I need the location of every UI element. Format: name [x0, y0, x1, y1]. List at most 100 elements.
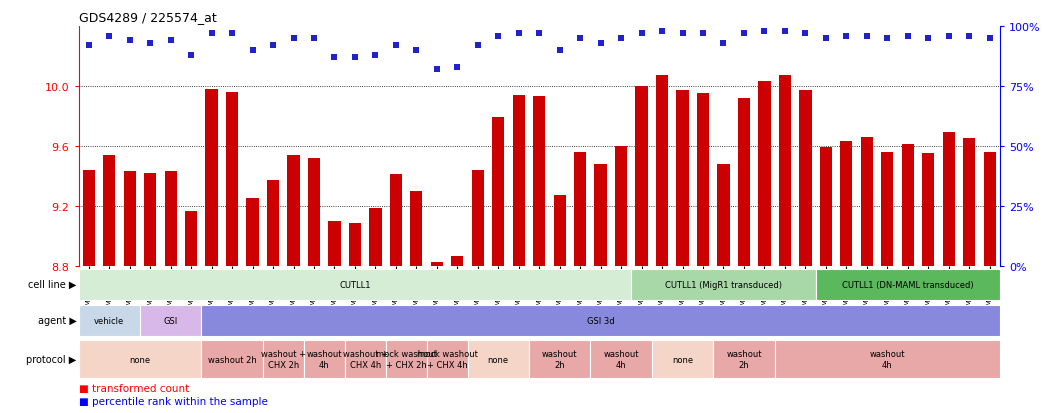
Bar — [492, 118, 505, 266]
Bar — [426, 340, 468, 378]
Point — [203, 31, 220, 37]
Bar — [83, 171, 95, 266]
Text: agent ▶: agent ▶ — [38, 316, 76, 325]
Bar — [304, 340, 344, 378]
Bar — [164, 172, 177, 266]
Bar — [615, 147, 627, 266]
Bar — [775, 340, 1000, 378]
Text: protocol ▶: protocol ▶ — [26, 354, 76, 364]
Text: CUTLL1 (MigR1 transduced): CUTLL1 (MigR1 transduced) — [665, 280, 782, 289]
Point — [694, 31, 711, 37]
Bar — [451, 256, 464, 266]
Bar — [533, 97, 545, 266]
Bar — [636, 87, 648, 266]
Point — [101, 33, 117, 40]
Bar — [124, 172, 136, 266]
Point — [81, 43, 97, 49]
Point — [572, 36, 588, 42]
Point — [265, 43, 282, 49]
Point — [878, 36, 895, 42]
Point — [326, 55, 342, 61]
Point — [121, 38, 138, 45]
Bar — [267, 181, 280, 266]
Point — [920, 36, 937, 42]
Text: none: none — [672, 355, 693, 364]
Bar — [554, 196, 565, 266]
Bar — [201, 340, 263, 378]
Bar — [103, 156, 115, 266]
Bar — [287, 156, 299, 266]
Point — [736, 31, 753, 37]
Point — [428, 66, 445, 73]
Text: washout
4h: washout 4h — [869, 350, 905, 369]
Bar — [79, 269, 631, 300]
Bar — [79, 340, 201, 378]
Bar — [697, 94, 709, 266]
Point — [141, 40, 158, 47]
Bar — [410, 192, 423, 266]
Text: washout
4h: washout 4h — [307, 350, 342, 369]
Text: ■ transformed count: ■ transformed count — [79, 383, 188, 393]
Point — [490, 33, 507, 40]
Point — [306, 36, 322, 42]
Bar — [861, 138, 873, 266]
Bar — [942, 133, 955, 266]
Bar — [882, 153, 893, 266]
Bar — [840, 142, 852, 266]
Bar — [816, 269, 1000, 300]
Text: vehicle: vehicle — [94, 316, 125, 325]
Bar — [329, 221, 340, 266]
Bar — [344, 340, 385, 378]
Bar — [529, 340, 591, 378]
Point — [162, 38, 179, 45]
Bar — [631, 269, 816, 300]
Text: washout
2h: washout 2h — [542, 350, 578, 369]
Point — [367, 52, 384, 59]
Point — [674, 31, 691, 37]
Text: CUTLL1 (DN-MAML transduced): CUTLL1 (DN-MAML transduced) — [842, 280, 974, 289]
Point — [961, 33, 978, 40]
Bar — [779, 76, 792, 266]
Bar — [713, 340, 775, 378]
Point — [612, 36, 629, 42]
Bar — [820, 148, 832, 266]
Text: washout +
CHX 2h: washout + CHX 2h — [261, 350, 306, 369]
Bar — [389, 175, 402, 266]
Text: ■ percentile rank within the sample: ■ percentile rank within the sample — [79, 396, 267, 406]
Bar — [591, 340, 652, 378]
Point — [510, 31, 527, 37]
Bar — [205, 90, 218, 266]
Point — [777, 28, 794, 35]
Point — [469, 43, 486, 49]
Point — [818, 36, 834, 42]
Point — [449, 64, 466, 71]
Bar — [799, 91, 811, 266]
Bar — [983, 153, 996, 266]
Point — [859, 33, 875, 40]
Bar — [226, 93, 239, 266]
Bar — [370, 208, 381, 266]
Point — [653, 28, 670, 35]
Bar — [385, 340, 426, 378]
Bar — [468, 340, 529, 378]
Point — [224, 31, 241, 37]
Text: none: none — [488, 355, 509, 364]
Point — [838, 33, 854, 40]
Text: washout +
CHX 4h: washout + CHX 4h — [342, 350, 387, 369]
Bar — [901, 145, 914, 266]
Bar — [513, 96, 525, 266]
Bar — [349, 223, 361, 266]
Point — [552, 47, 569, 54]
Point — [756, 28, 773, 35]
Text: mock washout
+ CHX 4h: mock washout + CHX 4h — [417, 350, 477, 369]
Bar — [758, 82, 771, 266]
Bar — [652, 340, 713, 378]
Bar — [263, 340, 304, 378]
Bar — [79, 305, 140, 336]
Bar — [574, 153, 586, 266]
Text: GSI: GSI — [163, 316, 178, 325]
Bar — [430, 262, 443, 266]
Bar — [595, 165, 607, 266]
Point — [981, 36, 998, 42]
Text: washout
4h: washout 4h — [603, 350, 639, 369]
